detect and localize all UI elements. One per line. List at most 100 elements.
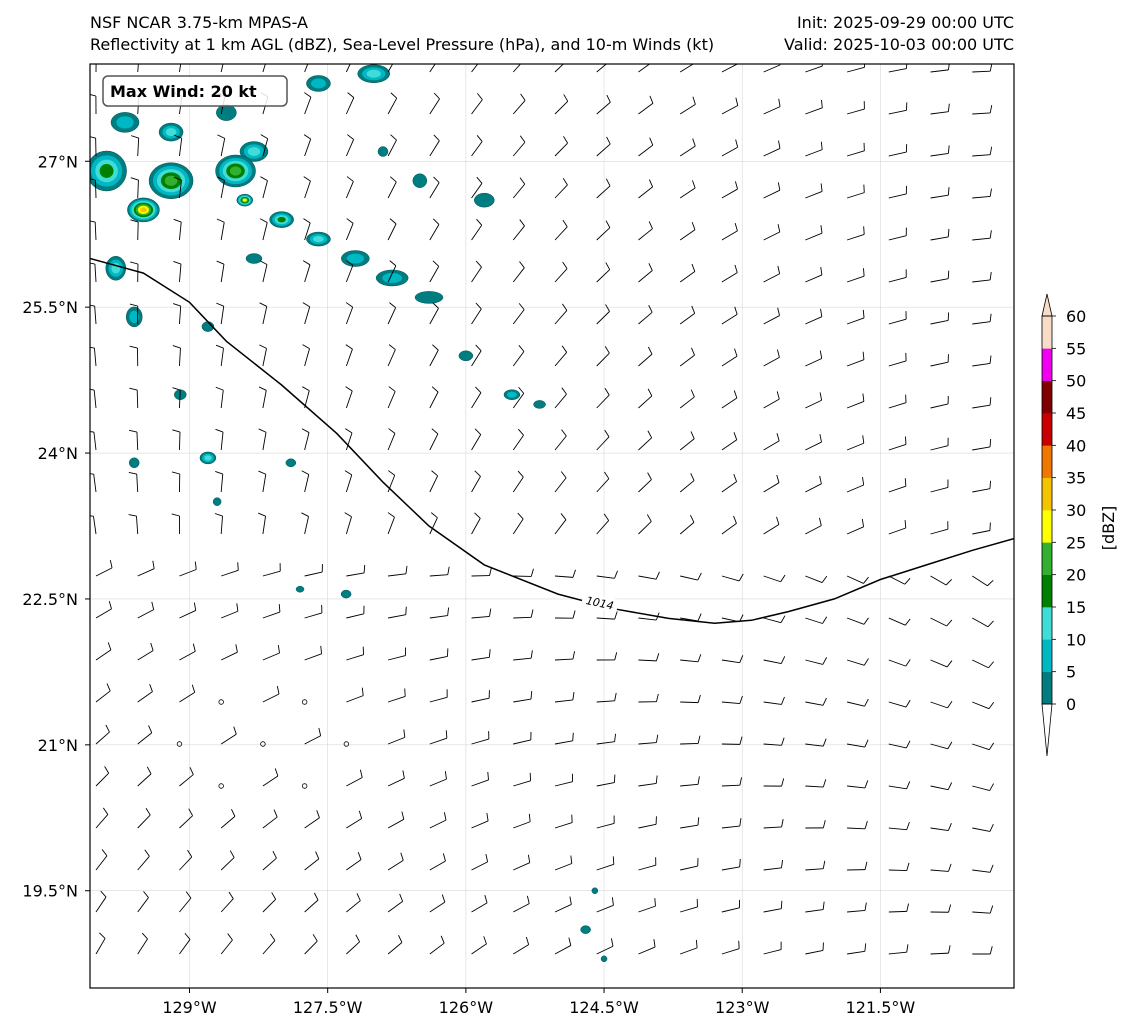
wind-barb <box>257 512 266 535</box>
wind-barb <box>179 64 182 73</box>
latitude-ticks: 27°N 25.5°N 24°N 22.5°N 21°N 19.5°N <box>22 152 90 901</box>
colorbar-segment <box>1042 316 1052 349</box>
colorbar: 0 5 10 15 20 25 30 35 40 45 50 55 60 [dBZ] <box>1041 293 1118 757</box>
wind-barb <box>259 260 268 283</box>
reflectivity-cell <box>458 350 474 362</box>
wind-barb <box>345 92 355 115</box>
wind-barb <box>763 433 780 451</box>
wind-barb <box>513 568 534 577</box>
wind-barb <box>930 354 949 367</box>
wind-barb <box>173 218 182 241</box>
colorbar-tick-label: 55 <box>1066 339 1086 358</box>
wind-barb <box>429 92 440 115</box>
wind-barb <box>721 940 740 955</box>
calm-wind-marker <box>260 741 266 747</box>
colorbar-segment <box>1042 510 1052 543</box>
wind-barb <box>930 145 950 157</box>
wind-barb <box>763 737 785 746</box>
wind-barb <box>805 901 825 913</box>
slp-contours: 1014 <box>90 257 1014 625</box>
wind-barb <box>805 517 822 535</box>
wind-barb <box>220 644 238 661</box>
wind-barb <box>763 140 781 157</box>
wind-barb <box>721 64 739 73</box>
wind-barb <box>220 726 237 745</box>
wind-barb <box>171 471 181 493</box>
wind-barb <box>387 386 396 409</box>
wind-barb <box>471 512 481 535</box>
wind-barb <box>387 92 398 115</box>
wind-barb <box>596 774 616 787</box>
wind-barb <box>596 178 611 199</box>
wind-barb <box>554 94 569 115</box>
wind-barb <box>805 434 822 451</box>
wind-barb <box>429 607 450 619</box>
reflectivity-cell <box>105 256 127 281</box>
wind-barb <box>429 812 447 829</box>
reflectivity-cell <box>306 75 331 92</box>
colorbar-label: [dBZ] <box>1099 506 1118 551</box>
wind-barb <box>680 572 702 581</box>
wind-barb <box>847 739 869 748</box>
wind-barb <box>596 262 611 283</box>
wind-barb <box>638 64 651 73</box>
wind-barb <box>846 393 865 409</box>
wind-barb <box>387 260 397 283</box>
wind-barb <box>471 936 487 955</box>
wind-barb <box>972 146 993 157</box>
wind-barb <box>596 471 610 493</box>
wind-barb <box>888 617 911 626</box>
wind-barb <box>214 513 223 535</box>
wind-barb <box>171 513 180 535</box>
lon-tick-label: 121.5°W <box>846 998 916 1017</box>
longitude-ticks: 129°W 127.5°W 126°W 124.5°W 123°W 121.5°W <box>162 988 915 1017</box>
wind-barb <box>262 563 281 577</box>
wind-barb <box>930 187 950 199</box>
reflectivity-cell <box>110 112 140 133</box>
wind-barb <box>721 306 738 325</box>
wind-barb <box>679 305 696 325</box>
wind-barb <box>258 428 267 451</box>
wind-barb <box>596 938 614 955</box>
wind-barb <box>471 649 491 661</box>
wind-barb <box>429 344 439 367</box>
wind-barb <box>346 851 362 871</box>
wind-barb <box>721 473 738 493</box>
wind-barb <box>679 96 696 115</box>
wind-barb <box>554 136 568 157</box>
wind-barb <box>972 946 993 955</box>
colorbar-segment <box>1042 413 1052 446</box>
wind-barb <box>638 514 652 535</box>
wind-barb <box>90 178 97 199</box>
wind-barb <box>304 645 323 661</box>
wind-barb <box>554 513 567 535</box>
wind-barb <box>846 435 865 451</box>
wind-barb <box>471 690 490 703</box>
wind-barb <box>429 302 439 325</box>
wind-barb <box>387 470 396 493</box>
wind-barb <box>429 386 439 409</box>
wind-barb <box>596 897 614 913</box>
wind-barb <box>596 652 618 661</box>
wind-barb <box>137 560 155 577</box>
colorbar-tick-label: 15 <box>1066 598 1086 617</box>
wind-barb <box>721 655 744 664</box>
colorbar-tick-label: 25 <box>1066 533 1086 552</box>
wind-barb <box>387 344 396 367</box>
wind-barb <box>972 104 993 115</box>
wind-barb <box>429 134 440 157</box>
wind-barb <box>216 218 225 241</box>
wind-barb <box>90 515 97 535</box>
wind-barb <box>888 740 911 749</box>
wind-barb <box>174 134 183 157</box>
wind-barb <box>972 701 995 710</box>
wind-barb <box>721 818 742 829</box>
wind-barb <box>95 849 108 871</box>
wind-barb <box>846 518 865 535</box>
wind-barb <box>638 304 653 325</box>
wind-barb <box>680 898 698 913</box>
wind-barb <box>596 346 610 367</box>
wind-barb <box>888 64 908 73</box>
wind-barb <box>471 64 479 73</box>
wind-barb <box>471 218 483 241</box>
